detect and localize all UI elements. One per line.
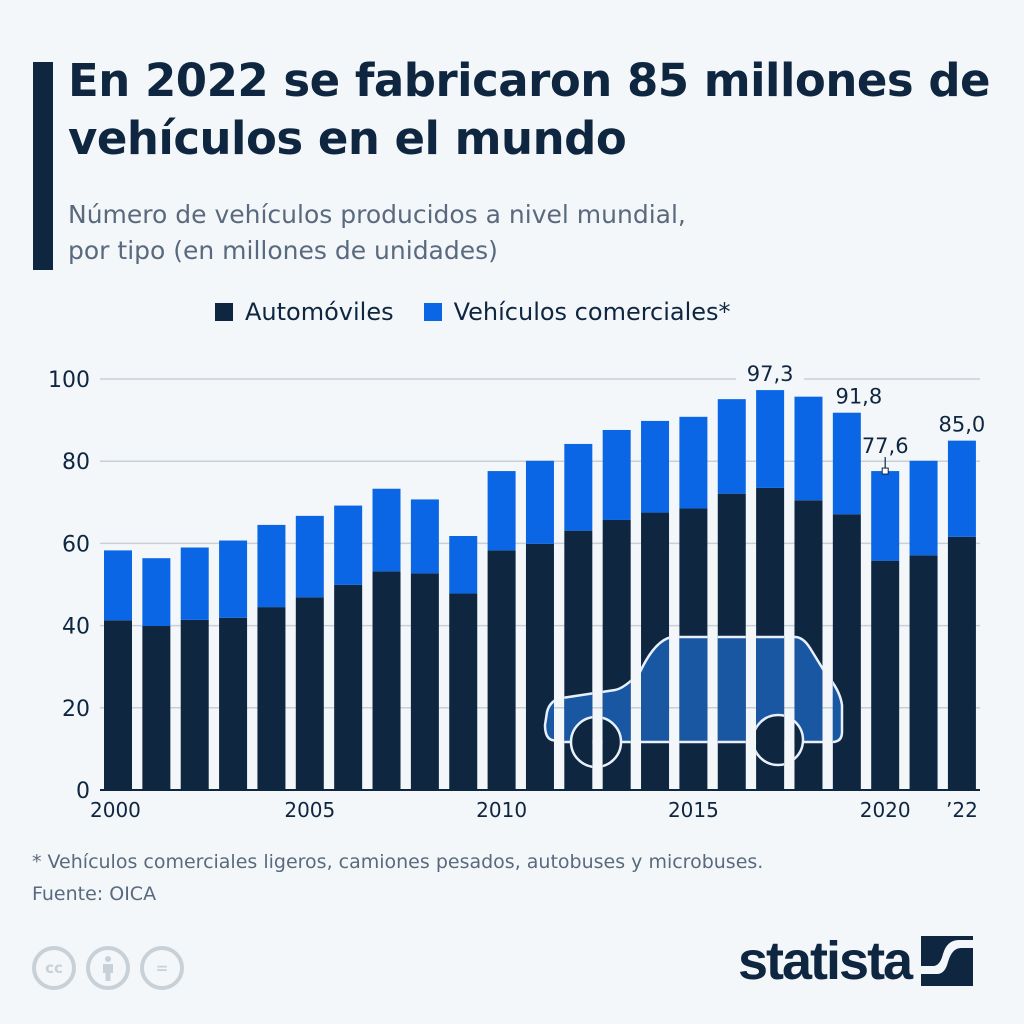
y-tick-label: 20 — [62, 697, 90, 722]
bar-automoviles-2010 — [487, 550, 516, 790]
x-tick-label: 2005 — [284, 798, 335, 822]
bar-automoviles-2009 — [449, 593, 478, 790]
bar-comerciales-2004 — [257, 524, 286, 608]
bar-comerciales-2019 — [832, 412, 861, 515]
bar-comerciales-2017 — [756, 390, 785, 488]
legend-swatch-automoviles — [215, 303, 233, 321]
x-tick-label: 2020 — [860, 798, 911, 822]
y-tick-label: 80 — [62, 450, 90, 475]
bar-automoviles-2004 — [257, 607, 286, 790]
bar-comerciales-2021 — [909, 460, 938, 556]
y-tick-label: 0 — [76, 779, 90, 804]
x-tick-label: 2010 — [476, 798, 527, 822]
source-text: Fuente: OICA — [32, 883, 157, 905]
footnote: * Vehículos comerciales ligeros, camione… — [32, 846, 763, 910]
bar-automoviles-2020 — [871, 560, 900, 790]
leader-marker — [881, 467, 889, 475]
bar-comerciales-2013 — [602, 429, 631, 520]
legend-label-automoviles: Automóviles — [245, 298, 394, 326]
x-tick-label: 2000 — [90, 798, 141, 822]
subtitle-line-1: Número de vehículos producidos a nivel m… — [68, 200, 686, 229]
bars — [104, 390, 976, 790]
bar-comerciales-2011 — [525, 460, 554, 544]
bar-comerciales-2012 — [564, 443, 593, 531]
bar-comerciales-2007 — [372, 488, 401, 572]
license-icons: cc = — [32, 946, 184, 990]
statista-logo[interactable]: statista — [738, 930, 974, 992]
x-tick-label: ’22 — [946, 798, 978, 822]
bar-comerciales-2009 — [449, 536, 478, 594]
chart-title: En 2022 se fabricaron 85 millones de veh… — [68, 54, 991, 165]
bar-comerciales-2003 — [219, 540, 248, 618]
statista-mark-icon — [921, 936, 974, 986]
bar-comerciales-2015 — [679, 416, 708, 509]
bar-automoviles-2005 — [295, 597, 324, 790]
legend-item-automoviles: Automóviles — [215, 298, 394, 326]
legend-item-comerciales: Vehículos comerciales* — [423, 298, 731, 326]
bar-automoviles-2011 — [525, 543, 554, 790]
legend-swatch-comerciales — [423, 303, 442, 321]
footnote-text: * Vehículos comerciales ligeros, camione… — [32, 851, 764, 873]
legend: Automóviles Vehículos comerciales* — [215, 298, 761, 326]
bar-automoviles-2001 — [142, 626, 171, 790]
title-accent-bar — [33, 62, 53, 270]
cc-icon[interactable]: cc — [32, 946, 76, 990]
bar-automoviles-2003 — [219, 617, 248, 790]
y-tick-label: 100 — [48, 368, 90, 393]
attribution-icon[interactable] — [86, 946, 130, 990]
bar-comerciales-2014 — [641, 420, 670, 513]
bar-comerciales-2000 — [104, 550, 132, 621]
bar-comerciales-2008 — [410, 499, 439, 574]
total-label-2020: 77,6 — [862, 434, 909, 458]
total-labels: 97,3 91,8 77,6 85,0 — [736, 359, 986, 475]
bar-automoviles-2006 — [334, 584, 363, 790]
bar-comerciales-2002 — [180, 547, 209, 620]
bar-comerciales-2022 — [947, 440, 976, 537]
label-background — [736, 359, 805, 386]
brand-wordmark: statista — [738, 931, 913, 991]
y-tick-label: 60 — [62, 532, 90, 557]
y-axis-labels: 0 20 40 60 80 100 — [48, 368, 90, 804]
bar-automoviles-2000 — [104, 620, 132, 790]
total-label-2017: 97,3 — [747, 362, 794, 386]
bar-automoviles-2019 — [832, 514, 861, 790]
bar-comerciales-2006 — [334, 505, 363, 585]
no-derivatives-icon[interactable]: = — [140, 946, 184, 990]
bar-comerciales-2020 — [871, 471, 900, 561]
total-label-2022: 85,0 — [939, 413, 986, 437]
subtitle-line-2: por tipo (en millones de unidades) — [68, 236, 498, 265]
bar-comerciales-2010 — [487, 471, 516, 551]
bar-automoviles-2008 — [410, 573, 439, 790]
total-label-2019: 91,8 — [835, 385, 882, 409]
y-tick-label: 40 — [62, 615, 90, 640]
bar-comerciales-2005 — [295, 515, 324, 598]
bar-automoviles-2007 — [372, 571, 401, 790]
x-axis-labels: 2000 2005 2010 2015 2020 ’22 — [90, 798, 978, 822]
bar-comerciales-2018 — [794, 396, 823, 501]
x-tick-label: 2015 — [668, 798, 719, 822]
bar-automoviles-2022 — [947, 536, 976, 790]
bar-automoviles-2021 — [909, 555, 938, 790]
bar-comerciales-2001 — [142, 558, 171, 627]
chart-subtitle: Número de vehículos producidos a nivel m… — [68, 197, 968, 269]
legend-label-comerciales: Vehículos comerciales* — [453, 298, 731, 326]
bar-comerciales-2016 — [717, 399, 746, 494]
bar-automoviles-2002 — [180, 619, 209, 790]
